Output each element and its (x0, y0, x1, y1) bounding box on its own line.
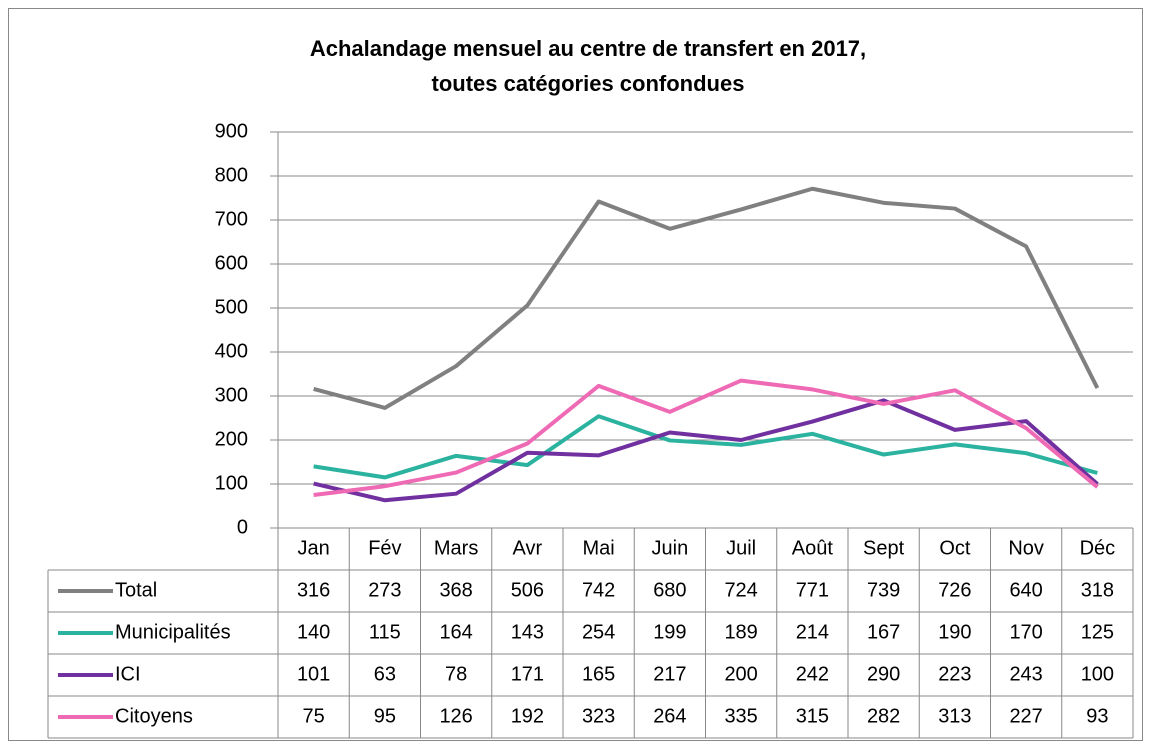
table-value: 335 (724, 705, 757, 727)
x-tick-label: Avr (513, 537, 543, 559)
table-value: 254 (582, 621, 615, 643)
table-value: 171 (511, 663, 544, 685)
chart-title: toutes catégories confondues (432, 71, 745, 96)
table-value: 313 (938, 705, 971, 727)
x-tick-label: Déc (1080, 537, 1116, 559)
table-value: 227 (1009, 705, 1042, 727)
table-value: 640 (1009, 579, 1042, 601)
table-value: 315 (796, 705, 829, 727)
table-value: 290 (867, 663, 900, 685)
x-tick-label: Juil (726, 537, 756, 559)
table-value: 368 (439, 579, 472, 601)
table-value: 243 (1009, 663, 1042, 685)
table-value: 739 (867, 579, 900, 601)
table-value: 214 (796, 621, 829, 643)
x-tick-label: Jan (298, 537, 330, 559)
chart-title: Achalandage mensuel au centre de transfe… (310, 36, 866, 61)
y-tick-label: 300 (215, 384, 248, 406)
y-tick-label: 100 (215, 472, 248, 494)
table-value: 115 (369, 621, 401, 643)
table-value: 93 (1086, 705, 1108, 727)
table-value: 190 (938, 621, 971, 643)
table-value: 165 (582, 663, 615, 685)
table-value: 318 (1081, 579, 1114, 601)
series-line (313, 378, 1099, 497)
table-value: 316 (297, 579, 330, 601)
table-value: 323 (582, 705, 615, 727)
table-value: 78 (445, 663, 467, 685)
y-tick-label: 200 (215, 428, 248, 450)
table-value: 506 (511, 579, 544, 601)
series-line (313, 414, 1098, 480)
table-value: 771 (796, 579, 829, 601)
table-value: 95 (374, 705, 396, 727)
y-tick-label: 500 (215, 296, 248, 318)
table-value: 200 (724, 663, 757, 685)
table-value: 199 (653, 621, 686, 643)
legend-label: ICI (115, 663, 141, 685)
table-value: 101 (297, 663, 330, 685)
table-value: 170 (1009, 621, 1042, 643)
x-tick-label: Nov (1008, 537, 1044, 559)
table-value: 742 (582, 579, 615, 601)
table-value: 726 (938, 579, 971, 601)
series-line (313, 398, 1099, 503)
series-line (313, 186, 1100, 410)
table-value: 192 (511, 705, 544, 727)
y-tick-label: 900 (215, 120, 248, 142)
y-tick-label: 400 (215, 340, 248, 362)
x-tick-label: Juin (652, 537, 689, 559)
table-value: 242 (796, 663, 829, 685)
table-value: 75 (303, 705, 325, 727)
table-value: 126 (439, 705, 472, 727)
table-value: 125 (1081, 621, 1114, 643)
table-value: 100 (1081, 663, 1114, 685)
y-tick-label: 600 (215, 252, 248, 274)
legend-label: Total (115, 579, 157, 601)
legend-label: Municipalités (115, 621, 231, 643)
legend-label: Citoyens (115, 705, 193, 727)
chart-border (8, 8, 1143, 741)
table-value: 164 (439, 621, 472, 643)
x-tick-label: Sept (863, 537, 905, 559)
x-tick-label: Oct (939, 537, 971, 559)
table-value: 63 (374, 663, 396, 685)
table-value: 140 (297, 621, 330, 643)
table-value: 273 (368, 579, 401, 601)
table-value: 680 (653, 579, 686, 601)
y-tick-label: 800 (215, 164, 248, 186)
x-tick-label: Mai (583, 537, 615, 559)
table-value: 167 (867, 621, 900, 643)
x-tick-label: Août (792, 537, 834, 559)
table-value: 223 (938, 663, 971, 685)
y-tick-label: 0 (237, 516, 248, 538)
table-value: 282 (867, 705, 900, 727)
table-value: 189 (724, 621, 757, 643)
table-value: 264 (653, 705, 686, 727)
y-tick-label: 700 (215, 208, 248, 230)
table-value: 143 (511, 621, 544, 643)
table-value: 217 (653, 663, 686, 685)
table-value: 724 (724, 579, 757, 601)
x-tick-label: Mars (434, 537, 478, 559)
x-tick-label: Fév (368, 537, 401, 559)
